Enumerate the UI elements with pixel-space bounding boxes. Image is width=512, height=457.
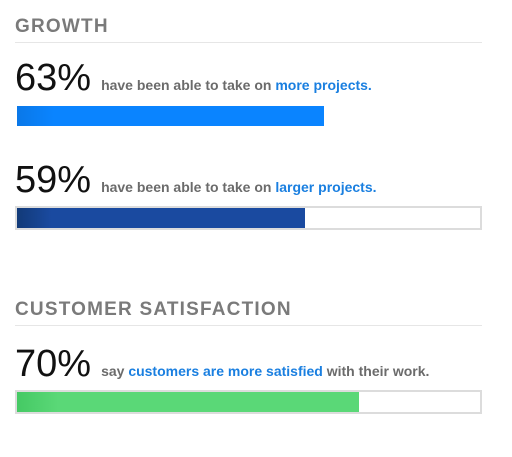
stat-customer-satisfied: 70% say customers are more satisfied with…: [15, 344, 482, 414]
stat-text-before: have been able to take on: [101, 77, 272, 93]
stat-text-before: say: [101, 363, 125, 379]
progress-bar-track: [15, 104, 482, 128]
stat-highlight: larger projects.: [275, 179, 377, 195]
section-title: GROWTH: [15, 12, 482, 43]
stat-larger-projects: 59% have been able to take on larger proj…: [15, 160, 482, 230]
stat-line: 70% say customers are more satisfied with…: [15, 344, 482, 384]
stat-line: 63% have been able to take on more projec…: [15, 58, 482, 98]
stat-percent: 59%: [15, 159, 92, 201]
stat-line: 59% have been able to take on larger proj…: [15, 160, 482, 200]
stat-text-before: have been able to take on: [101, 179, 272, 195]
stat-description: have been able to take on larger project…: [101, 179, 376, 195]
progress-bar-fill: [17, 208, 305, 228]
section-customer-satisfaction: CUSTOMER SATISFACTION: [15, 295, 482, 326]
stat-highlight: customers are more satisfied: [128, 363, 323, 379]
progress-bar-track: [15, 390, 482, 414]
stat-more-projects: 63% have been able to take on more projec…: [15, 58, 482, 128]
stat-percent: 63%: [15, 57, 92, 99]
progress-bar-fill: [17, 106, 324, 126]
stat-description: have been able to take on more projects.: [101, 77, 372, 93]
stat-description: say customers are more satisfied with th…: [101, 363, 429, 379]
stat-text-after: with their work.: [326, 363, 430, 379]
stat-highlight: more projects.: [275, 77, 372, 93]
section-growth: GROWTH: [15, 12, 482, 43]
section-title: CUSTOMER SATISFACTION: [15, 295, 482, 326]
stat-percent: 70%: [15, 343, 92, 385]
progress-bar-track: [15, 206, 482, 230]
progress-bar-fill: [17, 392, 359, 412]
